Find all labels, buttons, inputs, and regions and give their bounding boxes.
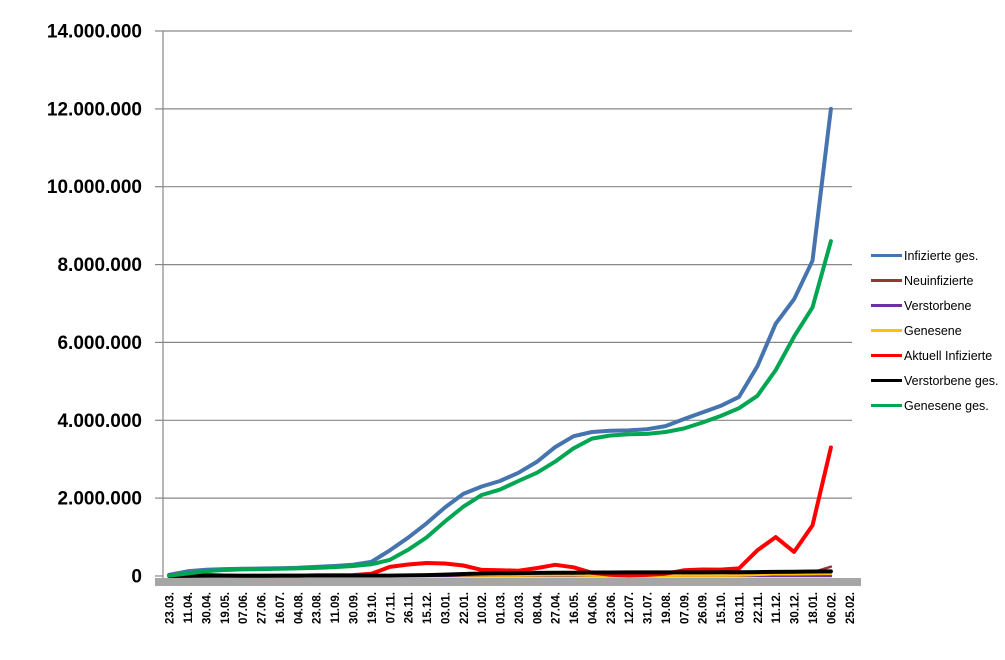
x-tick-label: 08.04. <box>532 592 544 624</box>
legend-line-marker <box>871 329 902 332</box>
legend-line-marker <box>871 404 902 407</box>
x-tick-label: 25.02. <box>845 592 857 624</box>
legend-line-marker <box>871 379 902 382</box>
x-tick-label: 07.06. <box>238 592 250 624</box>
x-tick-label: 01.03. <box>496 592 508 624</box>
y-tick-label: 8.000.000 <box>57 255 142 276</box>
x-tick-label: 11.09. <box>330 592 342 623</box>
y-tick-label: 6.000.000 <box>57 333 142 354</box>
x-tick-label: 30.09. <box>349 592 361 624</box>
x-tick-label: 16.05. <box>569 592 581 624</box>
y-tick-label: 12.000.000 <box>47 99 142 120</box>
x-tick-label: 23.08. <box>312 592 324 624</box>
legend-label: Infizierte ges. <box>904 248 979 263</box>
x-tick-label: 23.06. <box>606 592 618 624</box>
x-tick-label: 03.01. <box>440 592 452 624</box>
legend-item-neuinfizierte[interactable]: Neuinfizierte <box>871 268 999 293</box>
x-tick-label: 11.12. <box>771 592 783 623</box>
x-tick-label: 03.11. <box>735 592 747 623</box>
legend-label: Genesene ges. <box>904 398 989 413</box>
legend-item-infizierte-ges[interactable]: Infizierte ges. <box>871 243 999 268</box>
y-tick-label: 2.000.000 <box>57 489 142 510</box>
y-tick-label: 10.000.000 <box>47 177 142 198</box>
x-tick-label: 04.06. <box>587 592 599 624</box>
legend-item-verstorbene-ges[interactable]: Verstorbene ges. <box>871 368 999 393</box>
x-tick-label: 30.04. <box>202 592 214 624</box>
series-line-genesene-ges[interactable] <box>167 239 833 578</box>
x-tick-label: 27.04. <box>551 592 563 624</box>
legend-line-marker <box>871 354 902 357</box>
legend-label: Verstorbene <box>904 298 972 313</box>
y-tick-label: 0 <box>131 567 142 588</box>
x-axis: 23.03. 11.04. 30.04. 19.05. 07.06. 27.06. 16.0… <box>165 592 857 624</box>
legend-label: Verstorbene ges. <box>904 373 999 388</box>
x-tick-label: 22.01. <box>459 592 471 624</box>
x-axis-bar <box>155 578 861 586</box>
x-tick-label: 19.05. <box>220 592 232 624</box>
x-tick-label: 31.07. <box>643 592 655 624</box>
x-tick-label: 06.02. <box>826 592 838 624</box>
legend-line-marker <box>871 254 902 257</box>
x-tick-label: 22.11. <box>753 592 765 623</box>
legend-label: Neuinfizierte <box>904 273 974 288</box>
x-tick-label: 10.02. <box>477 592 489 624</box>
x-tick-label: 07.11. <box>385 592 397 623</box>
x-tick-label: 18.01. <box>808 592 820 624</box>
x-tick-label: 07.09. <box>679 592 691 624</box>
x-tick-label: 23.03. <box>165 592 177 624</box>
series-line-aktuell-infizierte[interactable] <box>167 445 833 578</box>
x-tick-label: 26.09. <box>698 592 710 624</box>
x-tick-label: 11.04. <box>183 592 195 623</box>
y-tick-label: 14.000.000 <box>47 22 142 43</box>
legend-item-aktuell-infizierte[interactable]: Aktuell Infizierte <box>871 343 999 368</box>
legend: Infizierte ges. Neuinfizierte Verstorbene G… <box>871 243 999 418</box>
legend-item-verstorbene[interactable]: Verstorbene <box>871 293 999 318</box>
x-tick-label: 20.03. <box>514 592 526 624</box>
x-tick-label: 15.10. <box>716 592 728 624</box>
x-tick-label: 04.08. <box>293 592 305 624</box>
x-tick-label: 16.07. <box>275 592 287 624</box>
x-tick-label: 26.11. <box>404 592 416 623</box>
x-tick-label: 19.10. <box>367 592 379 624</box>
x-tick-label: 15.12. <box>422 592 434 624</box>
legend-line-marker <box>871 304 902 307</box>
legend-item-genesene-ges[interactable]: Genesene ges. <box>871 393 999 418</box>
x-tick-label: 12.07. <box>624 592 636 624</box>
legend-label: Aktuell Infizierte <box>904 348 993 363</box>
x-tick-label: 27.06. <box>257 592 269 624</box>
x-tick-label: 19.08. <box>661 592 673 624</box>
legend-label: Genesene <box>904 323 962 338</box>
x-tick-label: 30.12. <box>790 592 802 624</box>
legend-line-marker <box>871 279 902 282</box>
y-tick-label: 4.000.000 <box>57 411 142 432</box>
series-line-verstorbene-ges[interactable] <box>167 569 833 578</box>
y-axis: 0 2.000.000 4.000.000 6.000.000 8.000.000 10.… <box>47 22 852 588</box>
legend-item-genesene[interactable]: Genesene <box>871 318 999 343</box>
